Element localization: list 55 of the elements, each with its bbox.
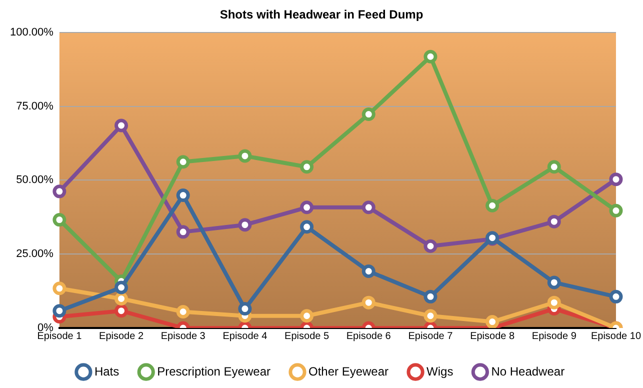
point: [176, 155, 190, 169]
x-tick-label: Episode 5: [284, 330, 330, 342]
point: [547, 160, 561, 174]
point: [362, 296, 376, 310]
point: [176, 188, 190, 202]
point: [424, 309, 438, 323]
point: [362, 200, 376, 214]
legend-label: Wigs: [426, 364, 454, 378]
point: [300, 200, 314, 214]
chart-title: Shots with Headwear in Feed Dump: [220, 8, 424, 22]
point: [547, 214, 561, 228]
point: [300, 309, 314, 323]
point: [300, 160, 314, 174]
point: [609, 172, 623, 186]
point: [362, 264, 376, 278]
point: [609, 204, 623, 218]
point: [300, 220, 314, 234]
point: [114, 292, 128, 306]
point: [52, 304, 66, 318]
x-tick-label: Episode 6: [346, 330, 392, 342]
legend-label: Other Eyewear: [308, 364, 389, 378]
point: [486, 198, 500, 212]
y-tick-label: 100.00%: [10, 26, 54, 38]
point: [176, 304, 190, 318]
point: [238, 149, 252, 163]
legend-label: Hats: [94, 364, 120, 378]
point: [547, 276, 561, 290]
point: [114, 280, 128, 294]
point: [424, 290, 438, 304]
y-tick-label: 75.00%: [16, 100, 54, 112]
point: [238, 302, 252, 316]
point: [547, 296, 561, 310]
point: [52, 282, 66, 296]
point: [362, 108, 376, 122]
x-tick-label: Episode 4: [222, 330, 268, 342]
point: [114, 304, 128, 318]
x-tick-label: Episode 7: [408, 330, 454, 342]
point: [238, 218, 252, 232]
x-tick-label: Episode 9: [532, 330, 577, 342]
legend-label: Prescription Eyewear: [157, 364, 271, 378]
point: [114, 118, 128, 132]
point: [424, 239, 438, 253]
x-tick-label: Episode 3: [160, 330, 206, 342]
point: [609, 290, 623, 304]
point: [486, 315, 500, 328]
x-tick-label: Episode 8: [470, 330, 515, 342]
point: [424, 50, 438, 64]
y-tick-label: 25.00%: [16, 248, 54, 260]
point: [52, 184, 66, 198]
point: [176, 225, 190, 239]
point: [52, 213, 66, 227]
x-tick-label: Episode 10: [590, 330, 642, 342]
legend-label: No Headwear: [491, 364, 565, 378]
y-tick-label: 50.00%: [16, 174, 54, 186]
x-tick-label: Episode 2: [99, 330, 144, 342]
